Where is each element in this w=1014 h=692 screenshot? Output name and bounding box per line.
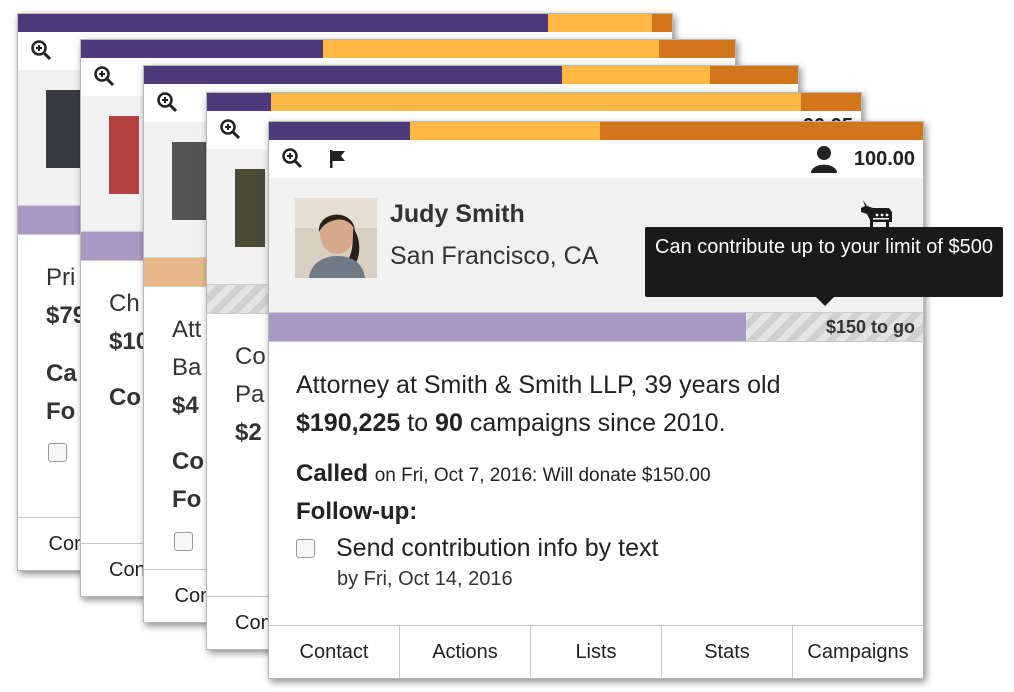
- avatar: [235, 169, 265, 247]
- called-label: Called: [296, 460, 369, 487]
- donation-progress: $150 to go: [269, 312, 923, 342]
- tooltip-text: Can contribute up to your limit of $500: [655, 236, 993, 258]
- occupation-partial: Ch: [109, 290, 140, 317]
- amount-partial: $79: [46, 302, 87, 329]
- called-partial: Co: [109, 384, 141, 411]
- tab-contact[interactable]: Con: [235, 612, 272, 634]
- occupation-partial: Pri: [46, 264, 76, 291]
- tab-actions[interactable]: Actions: [400, 626, 531, 678]
- party-bar-yellow: [410, 122, 600, 140]
- party-bar-orange: [600, 122, 923, 140]
- avatar: [109, 116, 139, 194]
- user-icon: [811, 146, 837, 173]
- amount-to-go: $150 to go: [825, 317, 915, 337]
- amount-partial: $10: [109, 328, 150, 355]
- followup-task: Send contribution info by text: [296, 534, 896, 568]
- called-partial: Co: [172, 448, 204, 475]
- campaign-suffix: campaigns since 2010.: [469, 409, 726, 437]
- zoom-icon[interactable]: [30, 39, 52, 61]
- zoom-icon[interactable]: [281, 147, 303, 169]
- amount-partial: $4: [172, 392, 199, 419]
- occupation-partial: Co: [235, 343, 266, 370]
- call-status: Called on Fri, Oct 7, 2016: Will donate …: [296, 460, 896, 488]
- followup-partial: Fo: [46, 398, 76, 425]
- contact-location: San Francisco, CA: [390, 242, 599, 270]
- zoom-icon[interactable]: [156, 91, 178, 113]
- task-due-date: by Fri, Oct 14, 2016: [337, 568, 513, 590]
- tab-lists[interactable]: Lists: [531, 626, 662, 678]
- total-amount: $190,225: [296, 409, 401, 437]
- flag-icon[interactable]: [329, 149, 347, 169]
- occupation-line: Attorney at Smith & Smith LLP, 39 years …: [296, 371, 781, 399]
- party-bar: [18, 14, 672, 32]
- avatar: [295, 198, 377, 278]
- giving-summary: $190,225 to 90 campaigns since 2010.: [296, 404, 896, 442]
- campaign-count: 90: [435, 409, 463, 437]
- contact-name: Judy Smith: [390, 200, 525, 228]
- card-tabs: Contact Actions Lists Stats Campaigns: [269, 625, 923, 678]
- called-partial: Ca: [46, 360, 77, 387]
- party-bar-purple: [269, 122, 410, 140]
- called-detail: on Fri, Oct 7, 2016: Will donate $150.00: [374, 465, 711, 486]
- occupation-partial-2: Ba: [172, 354, 202, 381]
- task-checkbox[interactable]: [48, 443, 67, 462]
- contact-details: Attorney at Smith & Smith LLP, 39 years …: [296, 366, 896, 591]
- party-bar: [269, 122, 923, 140]
- followup-label: Follow-up:: [296, 498, 418, 525]
- score-value: 100.00: [853, 148, 915, 170]
- contact-card: 100.00 Judy Smith San Francisco, CA $150…: [268, 121, 924, 679]
- task-text: Send contribution info by text: [336, 534, 659, 562]
- amount-partial: $2: [235, 419, 262, 446]
- task-checkbox[interactable]: [174, 532, 193, 551]
- profile-header: Judy Smith San Francisco, CA: [269, 178, 923, 313]
- toolbar: 100.00: [269, 140, 923, 178]
- followup-partial: Fo: [172, 486, 202, 513]
- tab-contact[interactable]: Con: [109, 559, 146, 581]
- zoom-icon[interactable]: [219, 118, 241, 140]
- zoom-icon[interactable]: [93, 65, 115, 87]
- task-checkbox[interactable]: [296, 539, 315, 558]
- occupation-partial: Att: [172, 316, 202, 343]
- contribution-limit-tooltip: Can contribute up to your limit of $500: [645, 227, 1003, 306]
- tab-stats[interactable]: Stats: [662, 626, 793, 678]
- to-word: to: [407, 409, 429, 437]
- avatar: [172, 142, 206, 220]
- donation-progress-fill: [269, 313, 747, 341]
- tab-campaigns[interactable]: Campaigns: [807, 641, 909, 663]
- tab-contact[interactable]: Contact: [269, 626, 400, 678]
- democrat-donkey-icon: [861, 200, 892, 230]
- occupation-partial-2: Pa: [235, 381, 265, 408]
